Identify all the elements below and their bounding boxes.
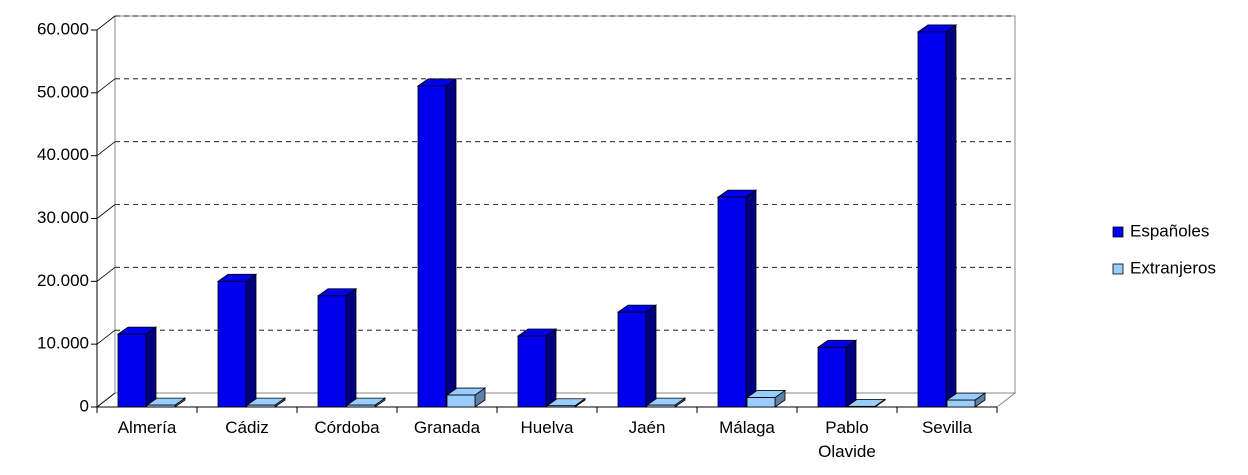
- legend-label: Españoles: [1130, 221, 1209, 240]
- x-tick-label: Jaén: [628, 418, 666, 437]
- grid-diagonal: [96, 392, 116, 408]
- grid-diagonal: [96, 15, 116, 31]
- bar: [617, 311, 647, 408]
- y-tick-label: 0: [80, 396, 89, 415]
- x-tick-label: Huelva: [520, 418, 574, 437]
- y-tick-label: 10.000: [37, 334, 89, 353]
- bar: [446, 394, 476, 408]
- bar-side: [245, 273, 257, 408]
- bar-side: [845, 339, 857, 408]
- x-tick-label: Pablo Olavide: [818, 418, 876, 461]
- bar: [546, 405, 576, 408]
- grid-diagonal: [96, 141, 116, 156]
- bar: [946, 399, 976, 408]
- bar: [646, 404, 676, 408]
- bar-side: [445, 78, 457, 408]
- bar: [117, 333, 147, 408]
- bar: [217, 280, 247, 408]
- bar-side: [745, 189, 757, 408]
- legend-label: Extranjeros: [1130, 258, 1216, 277]
- y-tick-label: 40.000: [37, 145, 89, 164]
- bar: [746, 397, 776, 408]
- x-tick-label: Cádiz: [225, 418, 269, 437]
- y-tick-label: 50.000: [37, 82, 89, 101]
- bar: [917, 31, 947, 408]
- y-tick-label: 20.000: [37, 271, 89, 290]
- bar-side: [945, 24, 957, 408]
- bar: [817, 346, 847, 408]
- bar: [317, 295, 347, 408]
- bar-side: [145, 326, 157, 408]
- grid-diagonal: [96, 204, 116, 219]
- x-tick-label: Córdoba: [314, 418, 380, 437]
- bar: [346, 404, 376, 408]
- bar: [417, 85, 447, 408]
- bar-side: [645, 304, 657, 408]
- x-tick-label: Almería: [117, 418, 177, 437]
- x-tick-label: Sevilla: [921, 418, 973, 437]
- grid-diagonal: [96, 267, 116, 282]
- bar: [717, 196, 747, 408]
- y-tick-label: 30.000: [37, 208, 89, 227]
- bar-side: [545, 328, 557, 408]
- grid-diagonal: [96, 78, 116, 94]
- bar: [517, 335, 547, 408]
- bar: [146, 404, 176, 408]
- bar: [246, 404, 276, 408]
- x-tick-label: Málaga: [719, 418, 775, 437]
- grid-diagonal: [96, 329, 116, 345]
- legend-swatch: [1112, 226, 1124, 238]
- x-tick-label: Granada: [413, 418, 481, 437]
- legend-swatch: [1112, 263, 1124, 275]
- y-tick-label: 60.000: [37, 19, 89, 38]
- bar: [846, 405, 876, 408]
- bar-side: [345, 288, 357, 408]
